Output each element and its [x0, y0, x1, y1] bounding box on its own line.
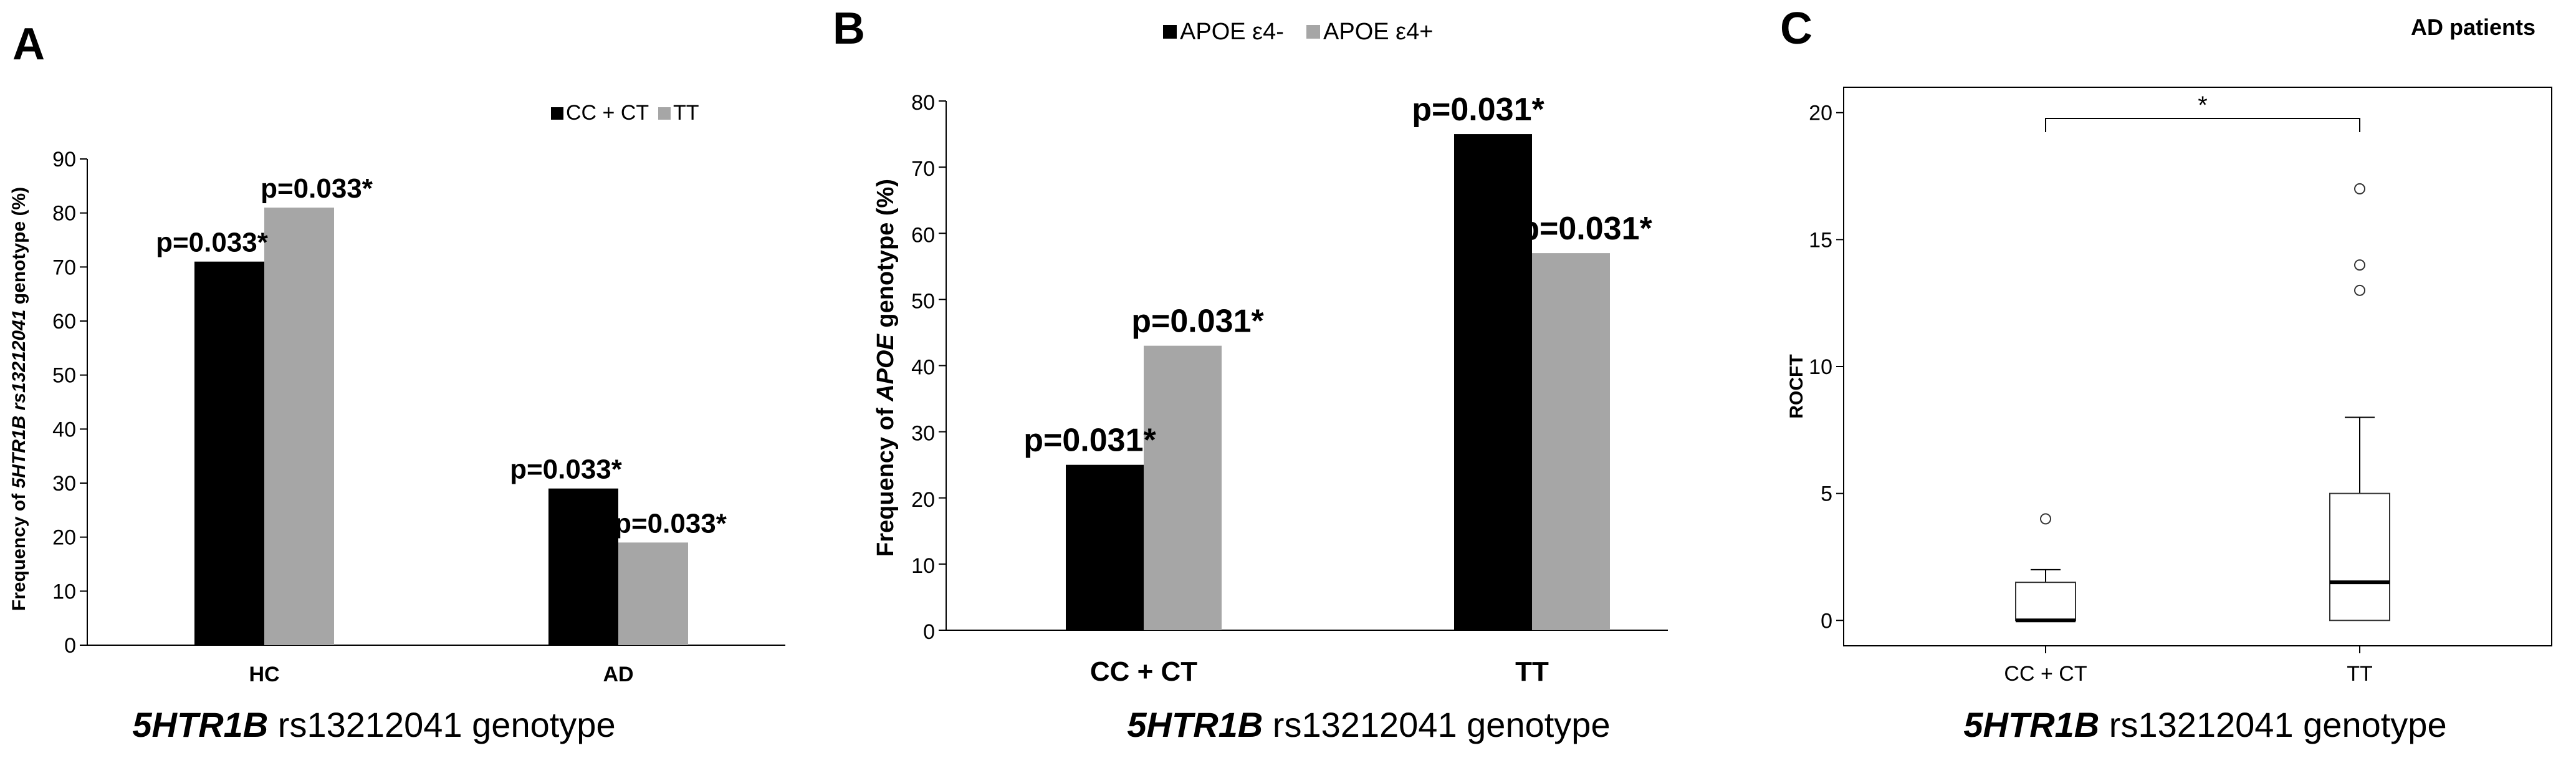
- panel-c-significance-bracket: [2045, 118, 2360, 132]
- y-tick-label: 0: [1821, 609, 1832, 633]
- panel-b-bars: [1066, 134, 1610, 630]
- panel-c-significance-label: *: [2198, 92, 2208, 119]
- panel-a-legend: CC + CT TT: [551, 101, 699, 125]
- box: [2329, 492, 2390, 621]
- panel-a-pvalue-hc-tt: p=0.033*: [261, 173, 373, 204]
- panel-a-bars: [194, 208, 688, 646]
- y-tick-label: 40: [911, 356, 935, 380]
- panel-a-legend-label-2: TT: [673, 101, 699, 125]
- bar: [548, 488, 618, 645]
- y-tick-label: 20: [1809, 102, 1832, 125]
- y-tick-label: 10: [1809, 355, 1832, 379]
- y-tick-label: 50: [911, 289, 935, 313]
- panel-c-plot-frame: [1843, 87, 2552, 646]
- bar: [194, 261, 264, 646]
- panel-b-y-axis-title: Frequency of APOE genotype (%): [873, 179, 899, 557]
- y-tick-label: 30: [52, 472, 76, 496]
- y-tick-label: 20: [911, 488, 935, 512]
- y-tick-label: 80: [52, 202, 76, 226]
- panel-c-category-tt: TT: [2347, 662, 2373, 686]
- panel-c-category-cc-ct: CC + CT: [2004, 662, 2087, 686]
- box-plot: [2329, 183, 2390, 621]
- panel-b-axes: 0 10 20 30 40 50 60 70 80: [911, 91, 1668, 644]
- panel-c-x-axis-title: 5HTR1B rs13212041 genotype: [1963, 705, 2446, 744]
- y-tick-label: 80: [911, 91, 935, 115]
- box: [2015, 582, 2076, 621]
- panel-b-pvalue-cc-ct-e4neg: p=0.031*: [1023, 423, 1156, 459]
- panel-b-letter: B: [833, 4, 865, 54]
- box-plot: [2015, 513, 2076, 623]
- panel-a-pvalue-ad-cc-ct: p=0.033*: [510, 454, 623, 485]
- y-tick-label: 5: [1821, 482, 1832, 506]
- bar: [618, 542, 688, 645]
- y-tick-label: 60: [52, 310, 76, 333]
- y-tick-label: 70: [52, 256, 76, 279]
- panel-b-pvalue-tt-e4neg: p=0.031*: [1412, 92, 1544, 128]
- panel-a-legend-swatch-1: [551, 107, 563, 120]
- bar: [1532, 253, 1610, 630]
- y-tick-label: 50: [52, 364, 76, 388]
- panel-b-legend: APOE ε4- APOE ε4+: [1163, 19, 1433, 45]
- bar: [1144, 345, 1222, 630]
- panel-c-boxes: [2015, 183, 2390, 623]
- outlier-point: [2354, 259, 2365, 271]
- panel-b: B APOE ε4- APOE ε4+ Frequency of APOE ge…: [833, 4, 1668, 744]
- panel-c-letter: C: [1780, 4, 1812, 54]
- panel-b-legend-swatch-2: [1306, 25, 1320, 39]
- panel-a-category-hc: HC: [249, 663, 279, 686]
- y-tick-label: 15: [1809, 228, 1832, 252]
- y-tick-label: 0: [923, 620, 935, 644]
- panel-a-pvalue-hc-cc-ct: p=0.033*: [156, 228, 269, 258]
- panel-a-legend-swatch-2: [658, 107, 671, 120]
- panel-c-y-axis-title: ROCFT: [1786, 354, 1807, 418]
- panel-a-legend-label-1: CC + CT: [566, 101, 649, 125]
- y-tick-label: 30: [911, 422, 935, 446]
- y-tick-label: 0: [64, 634, 76, 658]
- bar: [1454, 134, 1532, 630]
- panel-b-pvalue-tt-e4pos: p=0.031*: [1520, 211, 1652, 247]
- panel-c-title: AD patients: [2411, 14, 2535, 40]
- panel-c-axes: 0 5 10 15 20: [1809, 102, 2360, 653]
- panel-b-pvalue-cc-ct-e4pos: p=0.031*: [1131, 304, 1264, 340]
- panel-a-pvalue-ad-tt: p=0.033*: [615, 508, 727, 539]
- panel-a-category-ad: AD: [603, 663, 633, 686]
- y-tick-label: 90: [52, 148, 76, 171]
- panel-b-legend-label-2: APOE ε4+: [1323, 19, 1433, 45]
- outlier-point: [2354, 183, 2365, 194]
- y-tick-label: 70: [911, 157, 935, 181]
- outlier-point: [2040, 513, 2051, 525]
- panel-a-axes: 0 10 20 30 40 50 60 70 80 90: [52, 148, 785, 658]
- panel-b-category-tt: TT: [1515, 656, 1549, 687]
- panel-b-x-axis-title: 5HTR1B rs13212041 genotype: [1127, 705, 1610, 744]
- bar: [264, 208, 334, 645]
- panel-b-legend-label-1: APOE ε4-: [1180, 19, 1284, 45]
- y-tick-label: 20: [52, 526, 76, 550]
- y-tick-label: 40: [52, 418, 76, 441]
- panel-a-letter: A: [12, 19, 45, 69]
- outlier-point: [2354, 284, 2365, 296]
- y-tick-label: 60: [911, 223, 935, 247]
- panel-a: A Frequency of 5HTR1B rs13212041 genotyp…: [9, 19, 785, 744]
- panel-b-category-cc-ct: CC + CT: [1090, 656, 1197, 687]
- panel-a-y-axis-title: Frequency of 5HTR1B rs13212041 genotype …: [9, 187, 29, 611]
- bar: [1066, 464, 1144, 630]
- panel-c: C AD patients ROCFT 5HTR1B rs13212041 ge…: [1780, 4, 2552, 744]
- y-tick-label: 10: [52, 580, 76, 603]
- panel-a-x-axis-title: 5HTR1B rs13212041 genotype: [132, 705, 615, 744]
- panel-b-legend-swatch-1: [1163, 25, 1177, 39]
- y-tick-label: 10: [911, 554, 935, 578]
